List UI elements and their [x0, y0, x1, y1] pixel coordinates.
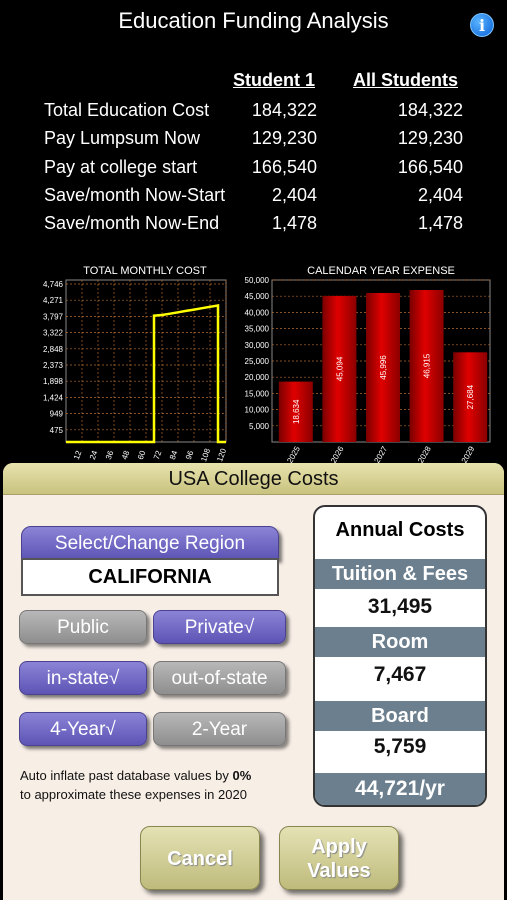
line-chart-y-tick: 475: [50, 426, 64, 435]
row-label-total-cost: Total Education Cost: [44, 100, 210, 120]
line-chart-x-tick: 48: [120, 449, 132, 461]
annual-total: 44,721/yr: [315, 773, 485, 805]
bar-chart-y-tick: 20,000: [245, 373, 270, 382]
row-value-student1: 129,230: [251, 128, 317, 148]
bar-chart-x-tick: 2027: [372, 444, 389, 464]
in-state-button[interactable]: in-state√: [19, 661, 147, 695]
line-chart-y-tick: 2,373: [43, 361, 64, 370]
two-year-button[interactable]: 2-Year: [153, 712, 286, 746]
annual-costs-box: Annual Costs Tuition & Fees 31,495 Room …: [313, 505, 487, 807]
bar-chart-y-tick: 25,000: [245, 357, 270, 366]
apply-label-line2: Values: [307, 860, 371, 882]
bar-chart-y-tick: 30,000: [245, 341, 270, 350]
expense-bar: [409, 289, 444, 442]
cancel-button[interactable]: Cancel: [140, 826, 260, 890]
expense-bar-label: 46,915: [423, 353, 432, 378]
row-label-college-start: Pay at college start: [44, 157, 198, 177]
room-label: Room: [315, 627, 485, 657]
bar-chart-x-tick: 2028: [416, 444, 433, 464]
line-chart-x-tick: 120: [215, 447, 228, 463]
row-value-student1: 184,322: [251, 100, 317, 120]
bar-chart-x-tick: 2025: [285, 444, 302, 464]
column-header-all-students: All Students: [353, 70, 459, 90]
line-chart-x-tick: 84: [168, 449, 180, 461]
row-value-student1: 2,404: [271, 185, 317, 205]
expense-bar: [365, 292, 401, 442]
expense-bar-label: 45,996: [379, 355, 388, 380]
bar-chart-x-tick: 2026: [329, 444, 346, 464]
row-value-all: 166,540: [397, 157, 463, 177]
panel-title: USA College Costs: [3, 463, 504, 495]
page-title: Education Funding Analysis: [118, 8, 389, 33]
expense-bar: [278, 381, 313, 442]
line-chart-y-tick: 1,898: [43, 377, 64, 386]
line-chart-title: TOTAL MONTHLY COST: [83, 265, 207, 277]
tuition-value: 31,495: [367, 595, 433, 618]
line-chart-x-tick: 12: [72, 449, 84, 461]
line-chart-y-tick: 3,797: [43, 312, 64, 321]
line-chart-y-tick: 1,424: [43, 393, 64, 402]
room-value: 7,467: [373, 663, 427, 686]
expense-bar-label: 45,094: [335, 356, 344, 381]
monthly-cost-line: [66, 304, 226, 444]
select-region-button[interactable]: Select/Change Region: [21, 526, 279, 560]
charts: TOTAL MONTHLY COST 4,746 4,271 3,797 3,322 2,…: [43, 265, 491, 465]
expense-bar-label: 18,634: [292, 399, 301, 424]
bar-chart-x-tick: 2029: [460, 444, 477, 464]
four-year-button[interactable]: 4-Year√: [19, 712, 147, 746]
row-value-student1: 166,540: [251, 157, 317, 177]
row-value-all: 1,478: [417, 213, 463, 233]
column-header-student1: Student 1: [233, 70, 316, 90]
line-chart-y-tick: 4,746: [43, 280, 64, 289]
inflation-note-line1: Auto inflate past database values by 0%: [20, 768, 251, 783]
line-chart-x-tick: 24: [88, 449, 100, 461]
line-chart-x-tick: 72: [152, 449, 164, 461]
expense-bar: [322, 295, 357, 442]
bar-chart-y-tick: 40,000: [245, 308, 270, 317]
line-chart-y-tick: 4,271: [43, 296, 64, 305]
line-chart-y-tick: 3,322: [43, 329, 64, 338]
inflation-note-text: Auto inflate past database values by: [20, 768, 229, 783]
row-value-all: 2,404: [417, 185, 463, 205]
inflation-note-line2: to approximate these expenses in 2020: [20, 787, 247, 802]
board-label: Board: [315, 701, 485, 731]
info-icon[interactable]: i: [470, 13, 494, 37]
calendar-expense-chart: CALENDAR YEAR EXPENSE 50,000 45,000 40,000 3…: [245, 265, 491, 465]
row-label-lumpsum: Pay Lumpsum Now: [44, 128, 201, 148]
bar-chart-y-tick: 10,000: [245, 406, 270, 415]
line-chart-y-tick: 2,848: [43, 345, 64, 354]
row-label-save-now-end: Save/month Now-End: [44, 213, 220, 233]
row-label-save-now-start: Save/month Now-Start: [44, 185, 226, 205]
row-value-student1: 1,478: [271, 213, 317, 233]
inflation-percent[interactable]: 0%: [232, 768, 252, 783]
bar-chart-y-tick: 5,000: [249, 422, 270, 431]
apply-label-line1: Apply: [311, 836, 367, 858]
row-value-all: 184,322: [397, 100, 463, 120]
line-chart-x-tick: 108: [199, 447, 212, 463]
public-button[interactable]: Public: [19, 610, 147, 644]
bar-chart-y-tick: 15,000: [245, 389, 270, 398]
region-value: CALIFORNIA: [21, 558, 279, 596]
results-area: Education Funding Analysis i Student 1 A…: [42, 8, 494, 465]
apply-values-button[interactable]: Apply Values: [279, 826, 399, 890]
private-button[interactable]: Private√: [153, 610, 286, 644]
row-value-all: 129,230: [397, 128, 463, 148]
line-chart-y-tick: 949: [50, 410, 64, 419]
line-chart-x-tick: 36: [104, 449, 116, 461]
monthly-cost-chart: TOTAL MONTHLY COST 4,746 4,271 3,797 3,322 2,…: [43, 265, 228, 463]
line-chart-x-tick: 60: [136, 449, 148, 461]
bar-chart-y-tick: 45,000: [245, 292, 270, 301]
line-chart-x-tick: 96: [184, 449, 196, 461]
bar-chart-title: CALENDAR YEAR EXPENSE: [307, 265, 455, 277]
annual-costs-title: Annual Costs: [335, 519, 465, 541]
expense-bar-label: 27,684: [466, 384, 475, 409]
tuition-label: Tuition & Fees: [315, 559, 485, 589]
board-value: 5,759: [373, 735, 427, 758]
out-of-state-button[interactable]: out-of-state: [153, 661, 286, 695]
bar-chart-y-tick: 50,000: [245, 276, 270, 285]
expense-bar: [453, 352, 488, 442]
bar-chart-y-tick: 35,000: [245, 325, 270, 334]
